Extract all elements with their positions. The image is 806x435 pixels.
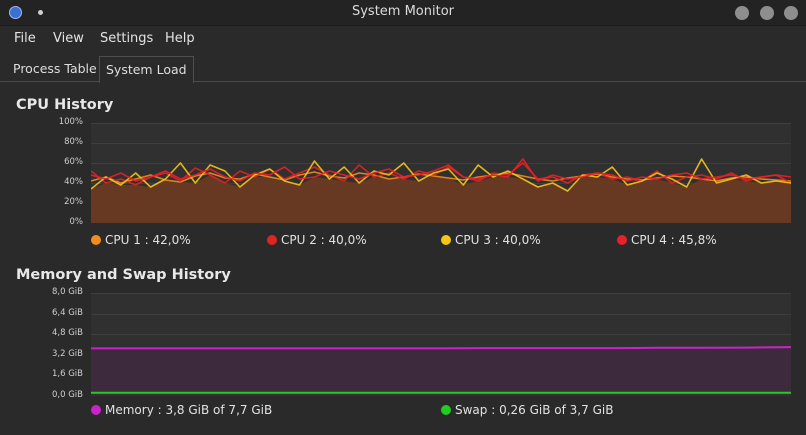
minimize-button[interactable]	[735, 6, 749, 20]
memory-legend-item[interactable]: Memory : 3,8 GiB of 7,7 GiB	[91, 403, 272, 417]
close-button[interactable]	[784, 6, 798, 20]
maximize-button[interactable]	[760, 6, 774, 20]
legend-label: CPU 2 : 40,0%	[281, 233, 367, 247]
menu-view[interactable]: View	[53, 31, 84, 46]
legend-label: Swap : 0,26 GiB of 3,7 GiB	[455, 403, 614, 417]
cpu-legend-item[interactable]: CPU 1 : 42,0%	[91, 233, 191, 247]
menu-bar: File View Settings Help	[0, 26, 806, 52]
cpu-history-plot	[91, 123, 791, 223]
pin-icon[interactable]	[38, 10, 43, 15]
legend-color-dot	[441, 405, 451, 415]
legend-color-dot	[617, 235, 627, 245]
legend-label: CPU 4 : 45,8%	[631, 233, 717, 247]
legend-color-dot	[91, 405, 101, 415]
cpu-y-tick: 40%	[64, 177, 83, 187]
memory-series-line	[91, 346, 791, 350]
cpu-series-line-4	[91, 158, 791, 182]
menu-help[interactable]: Help	[165, 31, 195, 46]
tab-bar-divider	[0, 81, 806, 82]
legend-color-dot	[441, 235, 451, 245]
memory-history-plot	[91, 293, 791, 396]
memory-y-tick: 4,8 GiB	[52, 328, 83, 339]
tab-process-table[interactable]: Process Table	[13, 61, 97, 76]
cpu-history-chart	[91, 123, 791, 223]
cpu-y-tick: 100%	[58, 117, 83, 127]
memory-y-tick: 0,0 GiB	[52, 390, 83, 400]
legend-color-dot	[91, 235, 101, 245]
legend-label: CPU 1 : 42,0%	[105, 233, 191, 247]
tab-system-load[interactable]: System Load	[99, 56, 194, 83]
menu-settings[interactable]: Settings	[100, 31, 154, 46]
memory-legend-item[interactable]: Swap : 0,26 GiB of 3,7 GiB	[441, 403, 613, 417]
memory-y-tick: 8,0 GiB	[52, 287, 83, 297]
cpu-y-tick: 60%	[64, 157, 83, 167]
cpu-y-tick: 0%	[69, 217, 84, 227]
memory-y-tick: 6,4 GiB	[52, 307, 83, 318]
memory-y-tick: 1,6 GiB	[52, 369, 83, 380]
memory-history-title: Memory and Swap History	[16, 267, 231, 283]
memory-y-tick: 3,2 GiB	[52, 348, 83, 359]
legend-color-dot	[267, 235, 277, 245]
cpu-legend-item[interactable]: CPU 2 : 40,0%	[267, 233, 367, 247]
cpu-legend-item[interactable]: CPU 3 : 40,0%	[441, 233, 541, 247]
window-title: System Monitor	[351, 4, 455, 19]
menu-file[interactable]: File	[14, 31, 36, 46]
legend-label: CPU 3 : 40,0%	[455, 233, 541, 247]
legend-label: Memory : 3,8 GiB of 7,7 GiB	[105, 403, 273, 417]
app-icon[interactable]	[9, 6, 22, 19]
cpu-legend-item[interactable]: CPU 4 : 45,8%	[617, 233, 717, 247]
title-bar: System Monitor	[0, 0, 806, 26]
cpu-y-tick: 20%	[64, 197, 83, 207]
memory-history-chart	[91, 293, 791, 396]
cpu-history-title: CPU History	[16, 97, 114, 113]
memory-area-fill	[91, 347, 791, 396]
cpu-area-fill	[91, 175, 791, 223]
cpu-y-tick: 80%	[64, 137, 83, 147]
cpu-series-line-3	[91, 158, 791, 192]
